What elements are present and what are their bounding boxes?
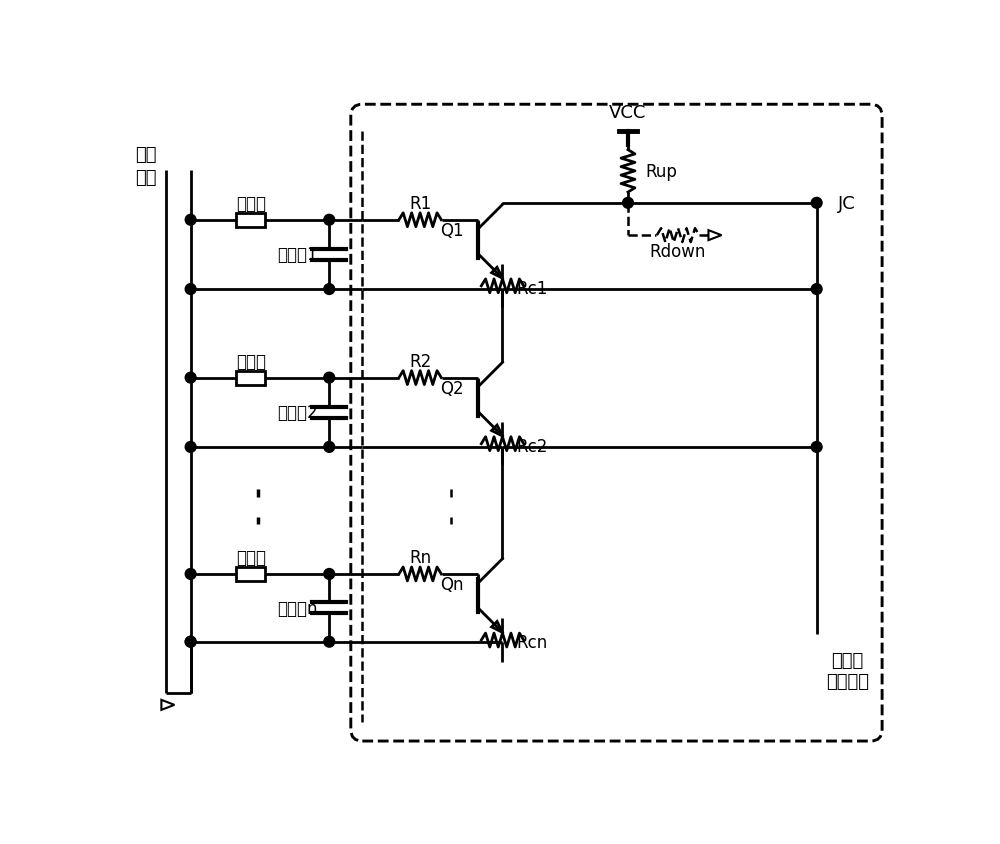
Text: 电容组1: 电容组1 xyxy=(277,246,318,264)
Text: 母线: 母线 xyxy=(135,169,157,187)
Circle shape xyxy=(811,284,822,295)
Text: Qn: Qn xyxy=(440,576,464,593)
Text: Q2: Q2 xyxy=(440,379,464,398)
Text: Rc2: Rc2 xyxy=(516,437,548,456)
Text: 直流: 直流 xyxy=(135,146,157,164)
Bar xyxy=(236,371,265,385)
Text: VCC: VCC xyxy=(609,104,647,122)
Text: 保险丝: 保险丝 xyxy=(236,352,266,371)
Text: Rup: Rup xyxy=(645,163,677,181)
Text: Q1: Q1 xyxy=(440,221,464,240)
Text: 保险丝: 保险丝 xyxy=(236,195,266,213)
Text: Rcn: Rcn xyxy=(516,634,548,652)
Circle shape xyxy=(185,284,196,295)
Text: 电容组
检测电路: 电容组 检测电路 xyxy=(826,651,869,690)
Text: 保险丝: 保险丝 xyxy=(236,549,266,566)
Bar xyxy=(236,214,265,227)
Text: R2: R2 xyxy=(409,352,431,371)
Bar xyxy=(236,567,265,582)
Circle shape xyxy=(623,198,633,209)
Circle shape xyxy=(324,636,335,647)
Circle shape xyxy=(324,215,335,226)
Circle shape xyxy=(185,636,196,647)
Circle shape xyxy=(811,198,822,209)
Text: Rdown: Rdown xyxy=(650,242,706,260)
Circle shape xyxy=(811,442,822,452)
Text: 电容组n: 电容组n xyxy=(277,599,318,617)
Circle shape xyxy=(185,569,196,580)
Text: R1: R1 xyxy=(409,195,431,213)
Text: Rn: Rn xyxy=(409,549,431,566)
Text: 电容组2: 电容组2 xyxy=(277,403,318,422)
Circle shape xyxy=(185,636,196,647)
Circle shape xyxy=(324,442,335,452)
Circle shape xyxy=(185,442,196,452)
Circle shape xyxy=(324,569,335,580)
Circle shape xyxy=(324,284,335,295)
Text: Rc1: Rc1 xyxy=(516,280,548,298)
Circle shape xyxy=(185,215,196,226)
Circle shape xyxy=(185,373,196,383)
Circle shape xyxy=(324,373,335,383)
Text: JC: JC xyxy=(838,195,856,213)
